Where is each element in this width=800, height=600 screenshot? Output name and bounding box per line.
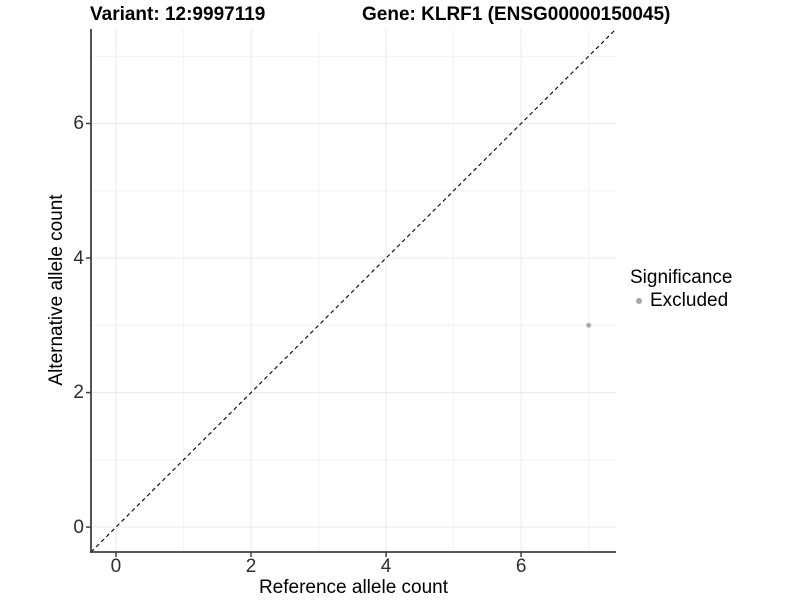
y-axis-title: Alternative allele count xyxy=(46,194,67,386)
identity-reference-line xyxy=(90,28,617,553)
plot-title-gene: Gene: KLRF1 (ENSG00000150045) xyxy=(362,4,671,25)
legend-title: Significance xyxy=(630,267,733,288)
legend-item-label: Excluded xyxy=(650,290,729,311)
data-point xyxy=(586,322,592,328)
legend-item-excluded: Excluded xyxy=(630,290,732,312)
legend-point-icon xyxy=(635,298,642,304)
plot-title-variant: Variant: 12:9997119 xyxy=(90,4,266,25)
legend-key xyxy=(630,293,647,310)
legend: Significance Excluded xyxy=(630,266,732,312)
x-axis-title: Reference allele count xyxy=(258,577,449,598)
